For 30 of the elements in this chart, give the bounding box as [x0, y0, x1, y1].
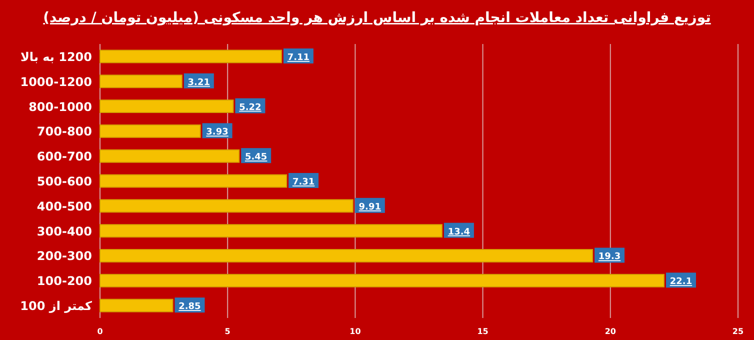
- y-tick-label: 1000-1200: [20, 74, 92, 89]
- bar: [100, 274, 664, 288]
- data-label: 5.45: [244, 152, 268, 163]
- y-tick-label: 300-400: [36, 224, 92, 238]
- x-tick-label: 0: [97, 327, 104, 336]
- y-tick-label: 800-1000: [28, 100, 92, 114]
- y-tick-label: 1200 به بالا: [20, 50, 92, 64]
- data-label: 9.91: [358, 202, 382, 212]
- y-tick-label: 500-600: [36, 174, 92, 188]
- data-label: 22.1: [670, 277, 692, 288]
- data-label: 3.93: [206, 128, 228, 138]
- data-label: 19.3: [598, 252, 621, 262]
- data-label: 13.4: [448, 227, 470, 238]
- y-tick-label: 700-800: [36, 124, 92, 139]
- y-tick-label: 400-500: [36, 199, 92, 214]
- y-tick-label: 100-200: [36, 274, 92, 288]
- chart-title: توزیع فراوانی تعداد معاملات انجام شده بر اساس ارزش هر واحد مسکونی (میلیون تومان / درصد): [43, 10, 711, 26]
- data-label: 2.85: [178, 302, 201, 312]
- x-tick-label: 20: [604, 327, 616, 336]
- y-tick-label: 600-700: [36, 150, 92, 164]
- data-label: 7.31: [292, 178, 315, 188]
- x-tick-label: 25: [732, 327, 744, 336]
- data-label: 5.22: [239, 102, 262, 113]
- x-tick-label: 10: [350, 327, 362, 336]
- y-tick-label: کمتر از 100: [20, 299, 92, 314]
- data-label: 7.11: [287, 52, 310, 63]
- x-tick-label: 5: [224, 327, 231, 336]
- y-tick-label: 200-300: [36, 249, 92, 264]
- data-label: 3.21: [188, 78, 210, 88]
- x-tick-label: 15: [477, 327, 489, 336]
